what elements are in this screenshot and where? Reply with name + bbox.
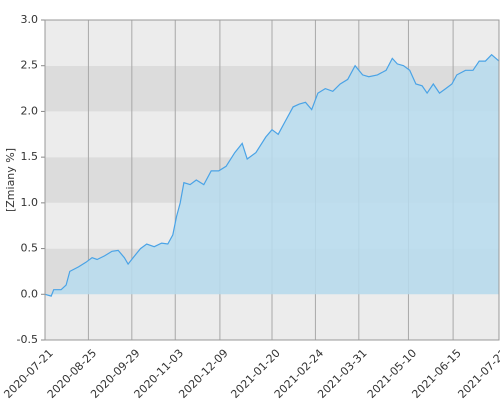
y-tick-label: -0.5 — [17, 333, 38, 346]
y-tick-label: 1.5 — [21, 150, 39, 163]
y-tick-label: 2.0 — [21, 104, 39, 117]
plot-frame — [44, 19, 500, 341]
y-tick-label: 3.0 — [21, 13, 39, 26]
area — [45, 54, 499, 297]
y-axis-label: [Zmiany %] — [4, 148, 17, 212]
y-tick-label: 2.5 — [21, 59, 39, 72]
y-tick-label: 0.0 — [21, 287, 39, 300]
line — [44, 53, 500, 297]
y-tick-label: 0.5 — [21, 242, 39, 255]
y-tick-label: 1.0 — [21, 196, 39, 209]
